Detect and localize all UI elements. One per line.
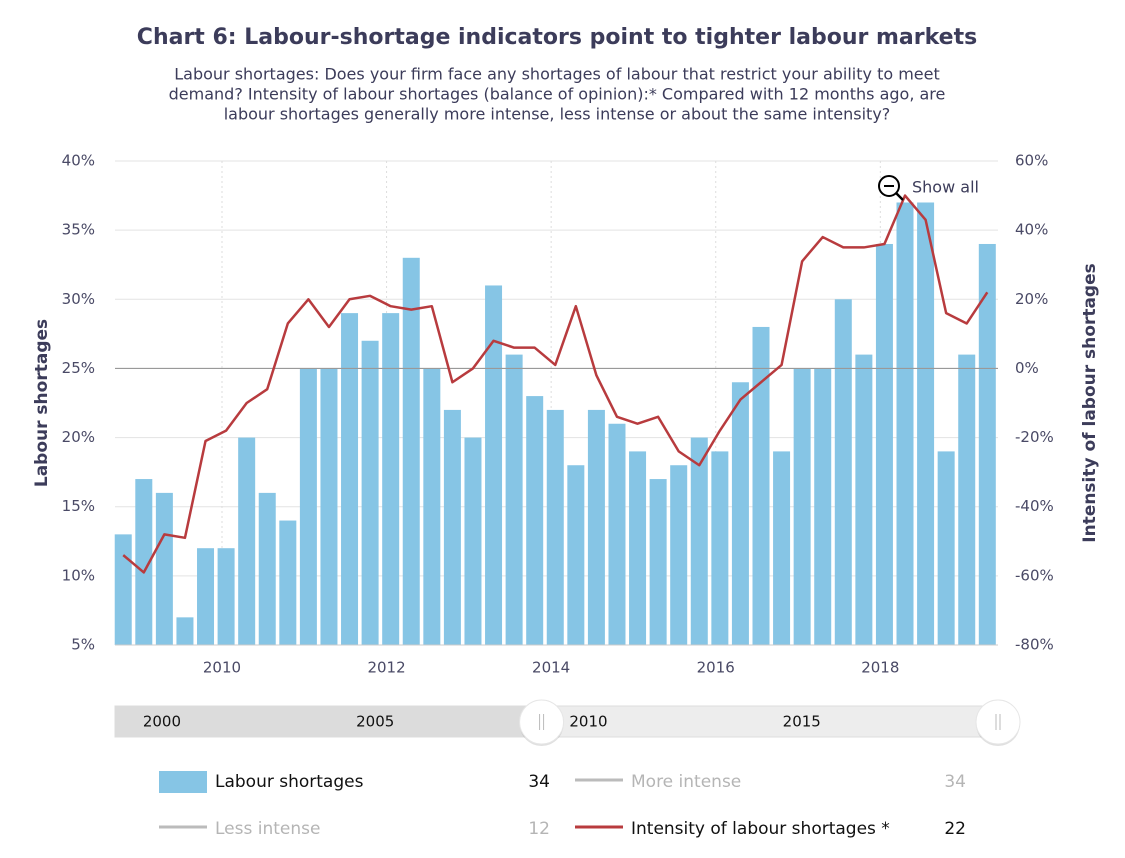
bar [382,313,400,645]
bar [423,368,441,645]
bar [546,409,564,645]
bar [299,368,317,645]
bar [834,299,852,645]
y2-tick-label: 20% [1015,290,1048,308]
handle-body [975,699,1021,745]
y2-tick-label: -40% [1015,497,1054,515]
y2-tick-label: -60% [1015,566,1054,584]
bar [505,354,523,645]
bar [443,409,461,645]
legend-item[interactable]: Intensity of labour shortages * 22 [575,819,966,839]
bar [917,202,935,645]
bar [361,340,379,645]
subtitle: demand? Intensity of labour shortages (b… [169,85,946,104]
y-tick-label: 35% [62,221,95,239]
y-tick-label: 25% [62,359,95,377]
subtitle: Labour shortages: Does your firm face an… [174,65,940,84]
x-tick-label: 2018 [861,659,899,677]
bar [402,257,420,645]
line-series [122,194,989,574]
legend-value: 34 [944,772,966,792]
legend-label: Intensity of labour shortages * [631,819,890,839]
bar [629,451,647,645]
legend-value: 12 [528,819,550,839]
legend-label: Less intense [215,819,320,839]
bar [649,479,667,645]
bar [773,451,791,645]
zoom-icon-handle [895,192,904,201]
bar [258,492,276,645]
legend-item[interactable]: Less intense 12 [159,819,550,839]
y-tick-label: 15% [62,497,95,515]
navigator-label: 2015 [783,713,821,731]
bar [135,479,153,645]
bar [711,451,729,645]
bar [176,617,194,645]
y2-tick-label: -20% [1015,428,1054,446]
bar [217,548,235,645]
y-tick-label: 20% [62,428,95,446]
bar [567,465,585,645]
x-tick-label: 2012 [367,659,405,677]
legend-value: 34 [528,772,550,792]
navigator-handle[interactable] [519,699,565,746]
reset-zoom-button[interactable]: Show all [878,175,979,201]
bar [341,313,359,645]
bar [670,465,688,645]
subtitle: labour shortages generally more intense,… [224,105,891,124]
bar [896,202,914,645]
bar [958,354,976,645]
bar [155,492,173,645]
legend-item[interactable]: More intense 34 [575,772,966,792]
navigator-handle[interactable] [975,699,1021,746]
bar [814,368,832,645]
y2-tick-label: 60% [1015,152,1048,170]
bar [731,382,749,645]
legend-value: 22 [944,819,966,839]
legend-item[interactable]: Labour shortages 34 [159,771,550,793]
bar [587,409,605,645]
bar [690,437,708,645]
bar [114,534,132,645]
bar [279,520,297,645]
y-axis-title: Labour shortages [32,319,52,487]
y2-axis-title: Intensity of labour shortages [1080,263,1100,543]
navigator-label: 2010 [569,713,607,731]
y-tick-label: 30% [62,290,95,308]
bar [197,548,215,645]
bar [752,326,770,645]
y2-tick-label: 40% [1015,221,1048,239]
bar [464,437,482,645]
bar [875,243,893,645]
navigator-label: 2005 [356,713,394,731]
x-tick-label: 2010 [203,659,241,677]
handle-body [519,699,565,745]
bar [485,285,503,645]
y-tick-label: 40% [62,152,95,170]
x-tick-label: 2016 [697,659,735,677]
bar [238,437,256,645]
y-tick-label: 5% [71,636,95,654]
x-tick-label: 2014 [532,659,570,677]
bar [937,451,955,645]
legend-label: More intense [631,772,741,792]
reset-zoom-label: Show all [912,178,979,197]
y2-tick-label: -80% [1015,636,1054,654]
y-tick-label: 10% [62,566,95,584]
navigator-mask [115,706,542,737]
bar [608,423,626,645]
legend-label: Labour shortages [215,772,364,792]
bar [855,354,873,645]
chart-title: Chart 6: Labour-shortage indicators poin… [137,25,977,50]
navigator-label: 2000 [143,713,181,731]
bar [978,243,996,645]
bar [793,368,811,645]
y2-tick-label: 0% [1015,359,1039,377]
legend-swatch [159,771,207,793]
bar [526,396,544,645]
bar [320,368,338,645]
